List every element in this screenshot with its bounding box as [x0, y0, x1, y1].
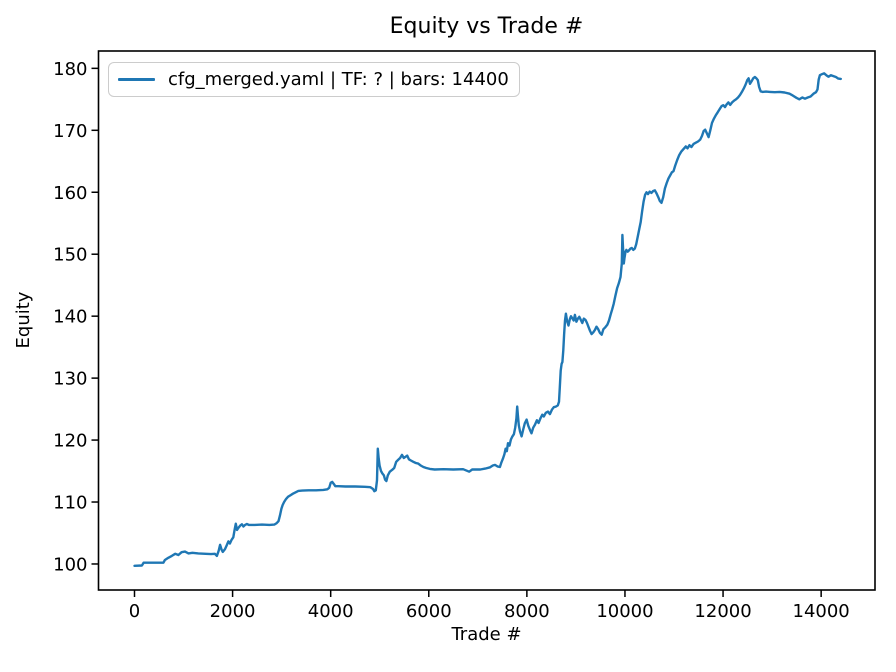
- legend-label: cfg_merged.yaml | TF: ? | bars: 14400: [168, 68, 509, 90]
- axes-spines: [97, 50, 876, 591]
- x-axis-label: Trade #: [451, 624, 522, 645]
- x-tick-label: 6000: [406, 601, 452, 622]
- y-tick-label: 180: [53, 59, 87, 80]
- y-tick-label: 140: [53, 307, 87, 328]
- y-tick-label: 130: [53, 369, 87, 390]
- x-tick-label: 8000: [504, 601, 550, 622]
- x-tick-label: 14000: [793, 601, 850, 622]
- y-axis-label: Equity: [13, 291, 34, 349]
- y-tick-label: 100: [53, 554, 87, 575]
- legend-line-sample: [118, 77, 155, 82]
- x-tick-label: 0: [129, 601, 140, 622]
- x-tick-label: 4000: [308, 601, 354, 622]
- x-tick-label: 2000: [210, 601, 256, 622]
- equity-curve: [133, 72, 842, 567]
- y-tick-label: 150: [53, 245, 87, 266]
- y-tick-label: 160: [53, 183, 87, 204]
- x-tick-label: 10000: [596, 601, 653, 622]
- y-tick-label: 110: [53, 493, 87, 514]
- chart-title: Equity vs Trade #: [389, 14, 584, 39]
- x-tick-label: 12000: [694, 601, 751, 622]
- legend: cfg_merged.yaml | TF: ? | bars: 14400: [108, 62, 520, 97]
- y-tick-label: 170: [53, 121, 87, 142]
- y-tick-label: 120: [53, 431, 87, 452]
